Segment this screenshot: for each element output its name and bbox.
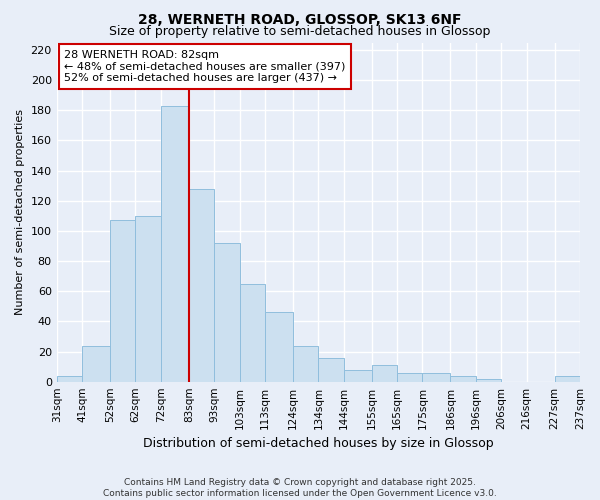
Text: Contains HM Land Registry data © Crown copyright and database right 2025.
Contai: Contains HM Land Registry data © Crown c… xyxy=(103,478,497,498)
Bar xyxy=(371,365,397,382)
Bar xyxy=(554,376,580,382)
Bar xyxy=(344,370,371,382)
Bar xyxy=(476,378,501,382)
Bar xyxy=(265,312,293,382)
Text: Size of property relative to semi-detached houses in Glossop: Size of property relative to semi-detach… xyxy=(109,25,491,38)
Bar xyxy=(239,284,265,382)
Text: 28 WERNETH ROAD: 82sqm
← 48% of semi-detached houses are smaller (397)
52% of se: 28 WERNETH ROAD: 82sqm ← 48% of semi-det… xyxy=(64,50,346,83)
Bar xyxy=(56,376,82,382)
Bar xyxy=(136,216,161,382)
Bar xyxy=(293,346,319,382)
X-axis label: Distribution of semi-detached houses by size in Glossop: Distribution of semi-detached houses by … xyxy=(143,437,494,450)
Bar xyxy=(110,220,136,382)
Bar xyxy=(214,243,239,382)
Bar xyxy=(82,346,110,382)
Text: 28, WERNETH ROAD, GLOSSOP, SK13 6NF: 28, WERNETH ROAD, GLOSSOP, SK13 6NF xyxy=(138,12,462,26)
Bar xyxy=(189,188,214,382)
Y-axis label: Number of semi-detached properties: Number of semi-detached properties xyxy=(15,109,25,315)
Bar xyxy=(397,372,422,382)
Bar xyxy=(422,372,451,382)
Bar xyxy=(161,106,189,382)
Bar xyxy=(319,358,344,382)
Bar xyxy=(451,376,476,382)
